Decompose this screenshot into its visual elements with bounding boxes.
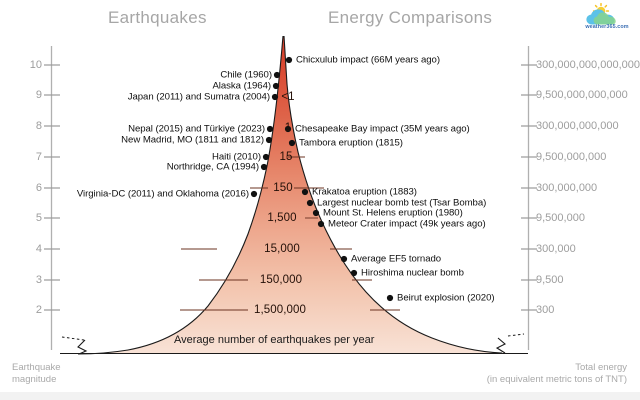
left-tick-3: 3: [35, 274, 42, 286]
event-markers-right: [284, 56, 394, 302]
left-tick-8: 8: [35, 120, 42, 132]
center-count-leaders: [180, 156, 400, 311]
right-tick-300k: 300,000: [536, 243, 576, 255]
left-tick-2: 2: [35, 304, 42, 316]
event-label-mount-st-helens: Mount St. Helens eruption (1980): [323, 207, 463, 219]
event-label-nepal-turkiye: Nepal (2015) and Türkiye (2023): [128, 123, 265, 135]
left-axis-ticks: [44, 64, 60, 311]
average-earthquakes-note: Average number of earthquakes per year: [174, 334, 375, 346]
axis-break-left-dash: [61, 336, 85, 341]
left-tick-7: 7: [35, 151, 42, 163]
event-label-japan-sumatra: Japan (2011) and Sumatra (2004): [127, 91, 270, 103]
event-label-haiti-2010: Haiti (2010): [212, 151, 261, 163]
event-label-northridge-1994: Northridge, CA (1994): [166, 161, 259, 173]
right-tick-9500k: 9,500,000: [536, 212, 585, 224]
count-1: 1: [284, 122, 292, 134]
right-axis-caption: Total energy (in equivalent metric tons …: [437, 362, 627, 386]
event-label-hiroshima: Hiroshima nuclear bomb: [361, 267, 464, 279]
page-title-energy: Energy Comparisons: [328, 8, 493, 27]
right-tick-9500: 9,500: [536, 274, 564, 286]
event-label-new-madrid: New Madrid, MO (1811 and 1812): [121, 134, 264, 146]
left-axis-caption-line2: magnitude: [12, 374, 57, 385]
count-1500000: 1,500,000: [253, 304, 307, 316]
count-1500: 1,500: [267, 212, 297, 224]
count-15000: 15,000: [264, 243, 300, 255]
right-tick-9500b: 9,500,000,000,000: [536, 89, 628, 101]
event-label-meteor-crater: Meteor Crater impact (49k years ago): [328, 218, 486, 230]
event-label-chicxulub: Chicxulub impact (66M years ago): [296, 54, 440, 66]
page-title-earthquakes: Earthquakes: [108, 8, 207, 27]
funnel-right-edge: [283, 35, 503, 354]
axis-break-right-dash: [507, 333, 525, 337]
count-15: 15: [279, 151, 293, 163]
count-150000: 150,000: [259, 274, 303, 286]
count-150: 150: [273, 182, 293, 194]
left-axis-caption-line1: Earthquake: [12, 362, 61, 373]
right-axis-ticks: [521, 64, 537, 311]
axis-break-right: [495, 337, 506, 354]
right-tick-300t: 300,000,000,000,000: [536, 59, 640, 71]
event-label-ef5-tornado: Average EF5 tornado: [351, 253, 442, 265]
right-axis-caption-line2: (in equivalent metric tons of TNT): [486, 374, 627, 385]
event-label-beirut-2020: Beirut explosion (2020): [397, 292, 495, 304]
right-tick-300: 300: [536, 304, 555, 316]
left-tick-9: 9: [35, 89, 42, 101]
left-tick-4: 4: [35, 243, 42, 255]
event-label-tsar-bomba: Largest nuclear bomb test (Tsar Bomba): [317, 197, 487, 209]
event-label-virginia-oklahoma: Virginia-DC (2011) and Oklahoma (2016): [76, 188, 249, 200]
left-tick-10: 10: [29, 59, 42, 71]
right-tick-300b: 300,000,000,000: [536, 120, 619, 132]
event-label-chile-1960: Chile (1960): [220, 69, 272, 81]
right-axis-caption-line1: Total energy: [575, 362, 627, 373]
event-label-tambora-1815: Tambora eruption (1815): [299, 137, 403, 149]
footer-strip: [0, 392, 640, 400]
right-tick-9500m: 9,500,000,000: [536, 151, 607, 163]
cloud-icon: [586, 9, 616, 25]
event-markers-left: [250, 71, 281, 198]
left-tick-6: 6: [35, 182, 42, 194]
weather365-logo-text: weather365.com: [585, 24, 629, 30]
axis-break-left: [77, 339, 88, 355]
right-tick-300m: 300,000,000: [536, 182, 598, 194]
event-label-krakatoa-1883: Krakatoa eruption (1883): [312, 186, 417, 198]
event-label-chesapeake: Chesapeake Bay impact (35M years ago): [295, 123, 470, 135]
funnel-area: [70, 36, 509, 354]
left-tick-5: 5: [35, 212, 42, 224]
weather365-logo[interactable]: [578, 2, 636, 32]
left-axis-caption: Earthquake magnitude: [12, 362, 61, 386]
event-label-alaska-1964: Alaska (1964): [212, 80, 271, 92]
count-lt1: <1: [281, 91, 295, 103]
